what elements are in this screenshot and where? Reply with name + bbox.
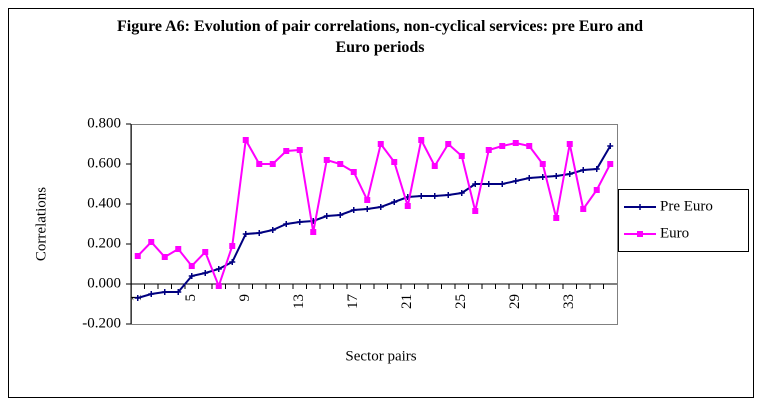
marker [512, 178, 519, 184]
x-tick-label: 9 [237, 294, 253, 302]
marker [607, 161, 614, 167]
marker [431, 193, 438, 199]
marker [526, 143, 533, 149]
marker [229, 259, 236, 265]
marker [472, 208, 479, 214]
marker [215, 266, 222, 272]
marker [350, 169, 357, 175]
marker [188, 273, 195, 279]
marker [499, 143, 506, 149]
marker [323, 157, 330, 163]
marker [337, 212, 344, 218]
marker [485, 181, 492, 187]
marker [148, 291, 155, 297]
marker [269, 161, 276, 167]
marker [364, 197, 371, 203]
marker [148, 239, 155, 245]
marker [485, 147, 492, 153]
marker [364, 206, 371, 212]
x-tick-label: 33 [561, 294, 577, 309]
legend-marker [637, 204, 643, 210]
marker [229, 243, 236, 249]
x-tick-label: 13 [291, 294, 307, 309]
marker [283, 148, 290, 154]
marker [269, 227, 276, 233]
x-tick-label: 25 [453, 294, 469, 309]
marker [215, 283, 222, 289]
marker [445, 141, 452, 147]
marker [161, 254, 168, 260]
marker [202, 270, 209, 276]
marker [323, 213, 330, 219]
marker [134, 253, 141, 259]
marker [337, 161, 344, 167]
marker [593, 187, 600, 193]
marker [445, 192, 452, 198]
plot-area [131, 124, 618, 325]
legend-label: Euro [660, 225, 689, 241]
marker [539, 174, 546, 180]
x-tick-label: 29 [507, 294, 523, 309]
marker [242, 231, 249, 237]
marker [256, 230, 263, 236]
marker [553, 215, 560, 221]
x-axis-title: Sector pairs [345, 348, 416, 364]
chart-border [8, 8, 754, 398]
x-tick-label: 5 [183, 294, 199, 302]
y-tick-label: 0.600 [87, 155, 121, 171]
marker [472, 181, 479, 187]
marker [391, 159, 398, 165]
y-tick-label: 0.400 [87, 195, 121, 211]
marker [188, 263, 195, 269]
legend-box [618, 189, 749, 252]
marker [458, 190, 465, 196]
marker [283, 221, 290, 227]
marker [539, 161, 546, 167]
marker [242, 137, 249, 143]
marker [377, 141, 384, 147]
marker [175, 246, 182, 252]
marker [377, 204, 384, 210]
y-tick-label: -0.200 [82, 315, 121, 331]
marker [607, 143, 614, 149]
x-tick-label: 21 [399, 294, 415, 309]
y-tick-label: 0.000 [87, 275, 121, 291]
marker [418, 137, 425, 143]
x-tick-label: 17 [345, 294, 361, 310]
marker [566, 171, 573, 177]
y-tick-label: 0.200 [87, 235, 121, 251]
marker [256, 161, 263, 167]
marker [418, 193, 425, 199]
marker [580, 206, 587, 212]
marker [350, 207, 357, 213]
marker [431, 163, 438, 169]
marker [512, 140, 519, 146]
marker [404, 203, 411, 209]
marker [553, 173, 560, 179]
marker [458, 153, 465, 159]
chart-title: Figure A6: Evolution of pair correlation… [116, 18, 644, 56]
series-line [137, 136, 612, 289]
marker [580, 167, 587, 173]
legend-label: Pre Euro [660, 198, 713, 214]
marker [310, 229, 317, 235]
marker [296, 147, 303, 153]
marker [499, 181, 506, 187]
marker [296, 219, 303, 225]
legend-marker [637, 231, 643, 237]
y-tick-label: 0.800 [87, 115, 121, 131]
marker [175, 289, 182, 295]
y-axis-title: Correlations [33, 187, 49, 261]
marker [134, 295, 141, 301]
marker [161, 289, 168, 295]
marker [593, 166, 600, 172]
marker [526, 175, 533, 181]
marker [391, 199, 398, 205]
marker [202, 249, 209, 255]
marker [566, 141, 573, 147]
